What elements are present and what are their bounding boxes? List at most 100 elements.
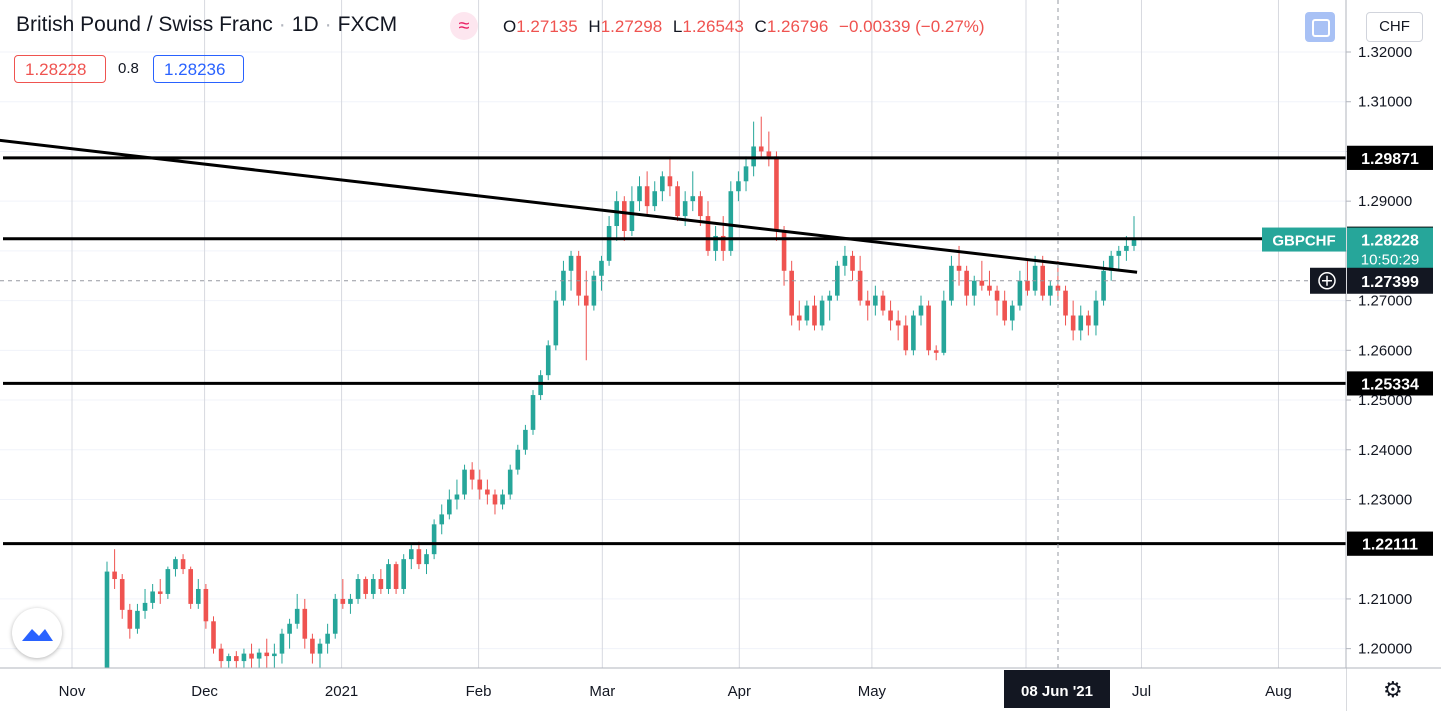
- candle: [926, 300, 931, 356]
- open-value: 1.27135: [516, 17, 578, 36]
- candle-body: [173, 559, 178, 570]
- x-tick-label: 2021: [325, 683, 358, 700]
- candle: [256, 648, 262, 668]
- candle-body: [736, 181, 741, 192]
- candle-body: [1002, 300, 1007, 321]
- candle-body: [302, 608, 308, 639]
- trendline-line[interactable]: [0, 138, 1138, 274]
- candle: [903, 315, 909, 356]
- candle: [211, 616, 216, 654]
- candle: [964, 265, 969, 306]
- candle: [424, 549, 429, 575]
- candle-body: [310, 638, 315, 654]
- candle-body: [705, 216, 711, 251]
- candle: [1009, 300, 1015, 331]
- candle: [743, 156, 749, 192]
- crosshair-date-bg: [1004, 670, 1110, 708]
- candle: [675, 181, 680, 222]
- high-value: 1.27298: [600, 17, 663, 36]
- candle: [576, 250, 581, 306]
- candle-body: [1131, 239, 1137, 246]
- candle-body: [941, 300, 947, 353]
- level-label-bg: [1347, 145, 1433, 170]
- candle-body: [614, 201, 619, 227]
- candle-body: [180, 559, 186, 570]
- trendline[interactable]: [0, 138, 1138, 274]
- candle: [1032, 255, 1038, 296]
- gear-icon[interactable]: ⚙: [1383, 677, 1403, 702]
- candle-body: [637, 186, 642, 202]
- y-tick-label: 1.32000: [1358, 44, 1412, 61]
- candle: [918, 295, 924, 326]
- y-tick-label: 1.26000: [1358, 342, 1412, 359]
- x-tick-label: Nov: [59, 683, 86, 700]
- candle-body: [606, 226, 612, 261]
- candle-body: [682, 201, 688, 217]
- candle: [1086, 310, 1091, 336]
- candle-body: [485, 489, 490, 495]
- candle-body: [949, 265, 954, 301]
- candle: [523, 424, 528, 455]
- candle-body: [857, 270, 863, 301]
- candle: [888, 300, 893, 331]
- approx-wave-icon[interactable]: ≈: [450, 12, 478, 40]
- plus-icon[interactable]: [1318, 272, 1336, 290]
- candle: [758, 116, 764, 157]
- candle-body: [348, 598, 353, 604]
- candle: [933, 345, 939, 361]
- candle: [819, 295, 825, 331]
- candle: [1002, 290, 1007, 326]
- candle: [454, 479, 460, 510]
- candle-body: [416, 549, 422, 565]
- y-tick-label: 1.21000: [1358, 591, 1412, 608]
- candle-body: [1032, 265, 1038, 291]
- candle-body: [447, 499, 452, 515]
- candle-body: [652, 191, 658, 207]
- candle: [660, 171, 665, 202]
- x-tick-label: Aug: [1265, 683, 1292, 700]
- fullscreen-icon[interactable]: [1305, 12, 1335, 42]
- candle-body: [888, 310, 893, 321]
- candle: [500, 489, 505, 510]
- candle-body: [500, 494, 505, 505]
- candle-body: [424, 554, 429, 565]
- last-price-bg: [1347, 227, 1433, 270]
- last-price-label: 1.28228: [1361, 233, 1419, 250]
- candle-body: [568, 255, 574, 271]
- y-tick-label: 1.24000: [1358, 442, 1412, 459]
- candle-body: [234, 656, 239, 662]
- candle: [728, 181, 734, 256]
- candle: [971, 275, 977, 306]
- candle: [911, 310, 916, 356]
- interval-label[interactable]: 1D: [291, 13, 319, 36]
- candle-body: [895, 320, 901, 326]
- candle-body: [393, 564, 399, 589]
- candle-body: [1025, 280, 1030, 291]
- candle-body: [758, 146, 764, 152]
- candle-body: [545, 345, 551, 376]
- candle: [766, 131, 772, 167]
- candle-body: [195, 588, 201, 604]
- buy-button[interactable]: 1.28236: [153, 55, 244, 83]
- currency-button[interactable]: CHF: [1366, 12, 1423, 42]
- candle: [644, 171, 650, 217]
- candle-body: [667, 176, 673, 187]
- price-axis[interactable]: 1.20000 1.21000 1.23000 1.24000 1.25000 1.260…: [1262, 0, 1441, 711]
- low-label: L: [672, 17, 683, 36]
- y-tick-label: 1.29000: [1358, 193, 1412, 210]
- candle-body: [1017, 280, 1023, 306]
- candle: [545, 340, 551, 381]
- candle-body: [462, 469, 467, 495]
- tradingview-logo[interactable]: [12, 608, 62, 658]
- x-tick-label: Apr: [728, 683, 751, 700]
- candle-body: [386, 564, 391, 589]
- sell-button[interactable]: 1.28228: [14, 55, 106, 83]
- candle-body: [530, 395, 536, 430]
- candle: [485, 479, 490, 505]
- time-axis[interactable]: Nov Dec 2021 Feb Mar Apr May Jul Aug 08 Jun '21: [0, 667, 1441, 711]
- candle: [895, 310, 901, 341]
- candle-body: [241, 653, 247, 662]
- y-tick-label: 1.25000: [1358, 392, 1412, 409]
- candle-body: [1009, 305, 1015, 321]
